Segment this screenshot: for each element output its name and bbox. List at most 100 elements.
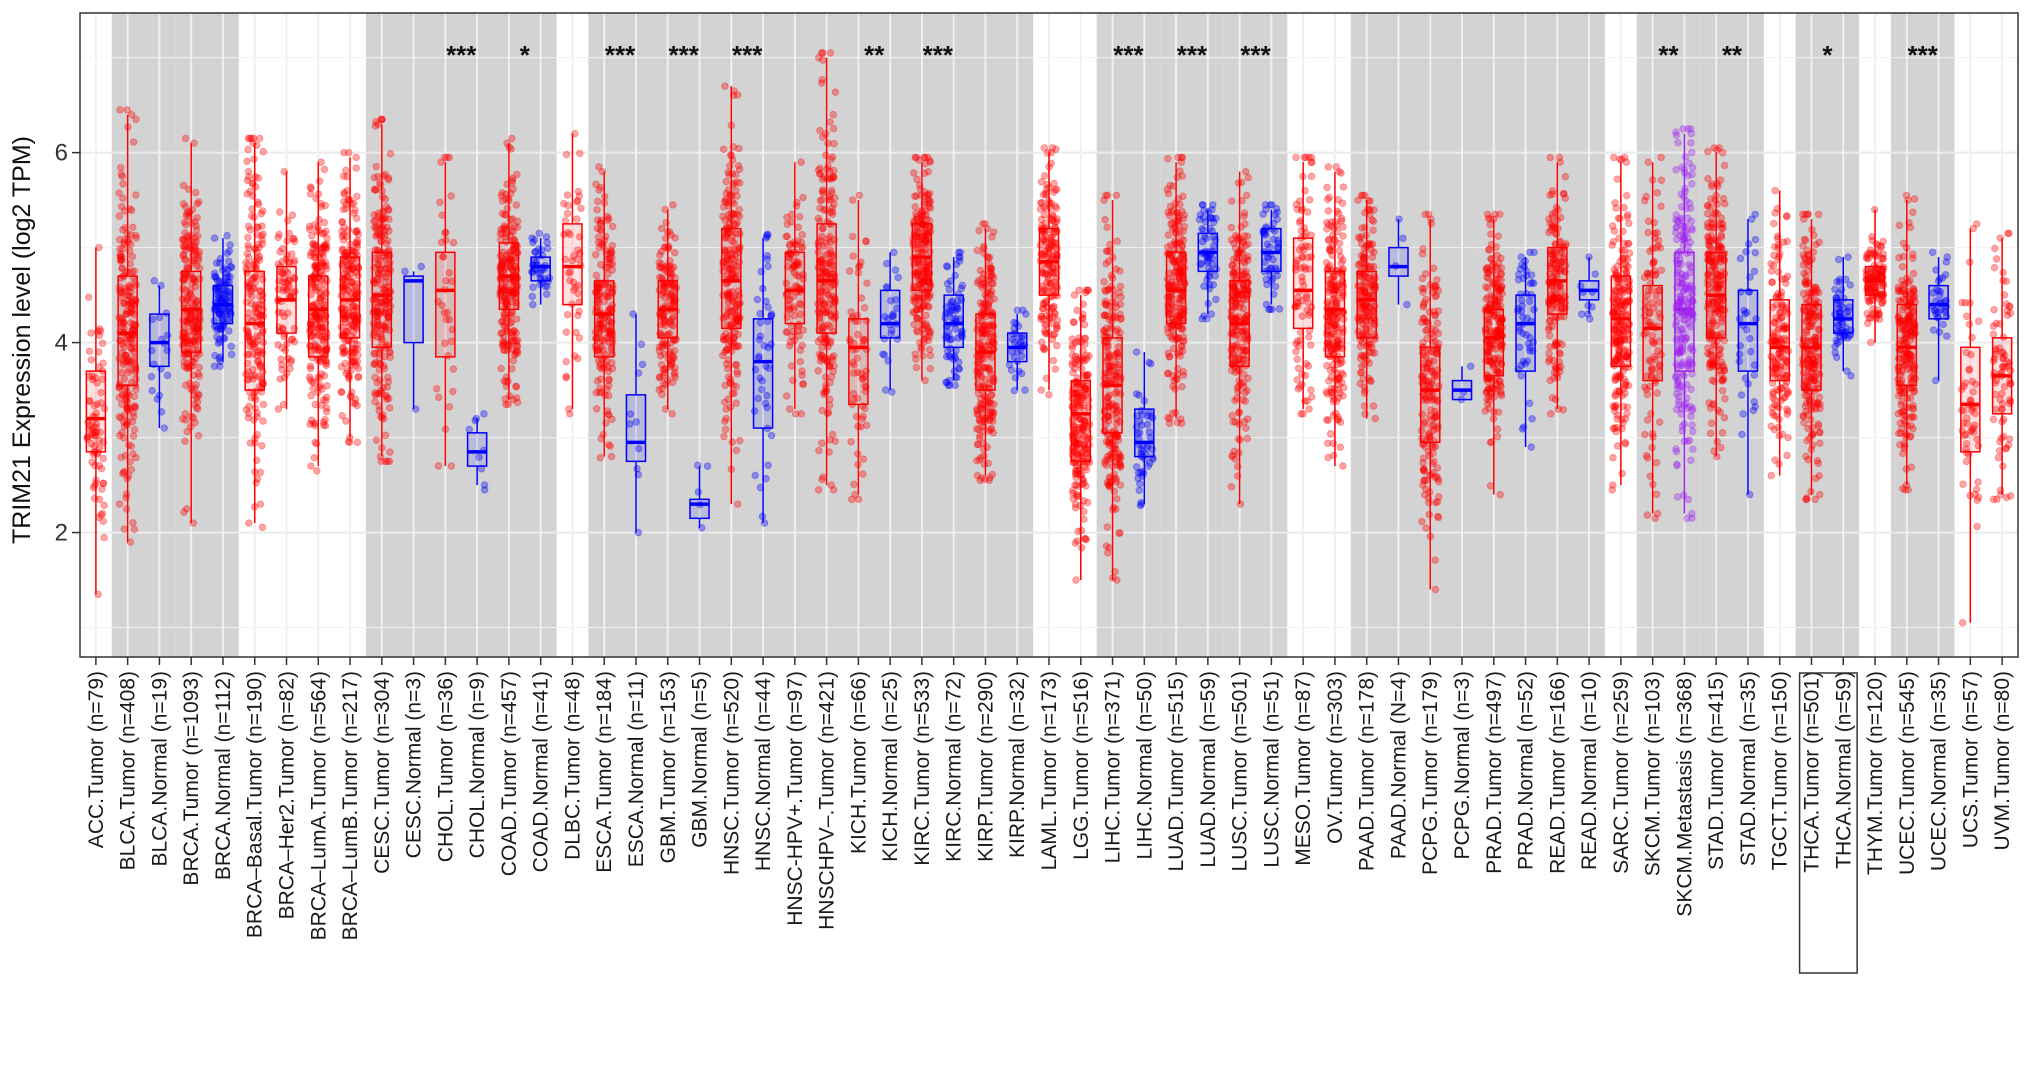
data-point — [288, 211, 297, 219]
data-point — [658, 340, 666, 348]
data-point — [378, 411, 387, 419]
data-point — [1040, 172, 1049, 180]
data-point — [1228, 452, 1236, 461]
data-point — [87, 439, 96, 448]
data-point — [1324, 453, 1332, 462]
shaded-band — [969, 13, 1034, 657]
data-point — [798, 231, 807, 239]
data-point — [1039, 190, 1048, 199]
data-point — [1240, 212, 1248, 221]
data-point — [181, 228, 189, 237]
data-point — [385, 404, 394, 412]
data-point — [829, 110, 838, 119]
data-point — [1275, 305, 1284, 313]
data-point — [859, 470, 867, 478]
data-point — [377, 457, 386, 466]
data-point — [213, 326, 221, 334]
data-point — [122, 351, 131, 360]
data-point — [817, 439, 826, 448]
data-point — [183, 427, 191, 436]
data-point — [124, 300, 132, 309]
data-point — [222, 310, 230, 318]
data-point — [121, 223, 129, 232]
data-point — [127, 344, 136, 353]
data-point — [596, 453, 605, 462]
data-point — [124, 368, 133, 377]
data-point — [1136, 501, 1145, 510]
data-point — [1048, 216, 1057, 225]
shaded-band — [1795, 13, 1860, 657]
data-point — [131, 403, 139, 412]
data-point — [1259, 210, 1267, 218]
data-point — [160, 424, 169, 432]
data-point — [529, 300, 537, 309]
data-point — [184, 233, 193, 242]
data-point — [224, 287, 232, 296]
data-point — [250, 416, 258, 424]
data-point — [782, 392, 791, 400]
data-point — [190, 327, 199, 336]
data-point — [194, 256, 203, 265]
data-point — [115, 189, 123, 197]
data-point — [943, 347, 952, 355]
data-point — [925, 203, 933, 211]
data-point — [719, 145, 728, 154]
data-point — [95, 325, 104, 333]
data-point — [1080, 320, 1089, 329]
data-point — [352, 164, 361, 172]
data-point — [563, 209, 572, 218]
data-point — [563, 191, 572, 199]
data-point — [98, 339, 107, 348]
data-point — [243, 190, 252, 198]
data-point — [1305, 405, 1313, 413]
data-point — [1104, 455, 1112, 464]
data-point — [670, 248, 679, 257]
data-point — [814, 337, 823, 346]
data-point — [1107, 322, 1115, 331]
data-point — [799, 380, 807, 388]
data-point — [1167, 208, 1176, 216]
data-point — [244, 253, 253, 262]
data-point — [507, 134, 516, 143]
data-point — [863, 279, 871, 287]
data-point — [148, 386, 156, 395]
data-point — [220, 289, 229, 298]
data-point — [559, 199, 568, 208]
data-point — [120, 374, 129, 383]
data-point — [1303, 397, 1312, 405]
data-point — [728, 389, 737, 398]
data-point — [1170, 240, 1179, 248]
data-point — [1164, 231, 1173, 239]
data-point — [1021, 386, 1029, 394]
data-point — [123, 338, 132, 346]
data-point — [258, 523, 267, 532]
data-point — [212, 274, 221, 283]
data-point — [603, 212, 612, 221]
data-point — [384, 205, 393, 214]
data-point — [352, 153, 361, 162]
data-point — [504, 400, 512, 409]
data-point — [195, 363, 204, 372]
data-point — [763, 252, 772, 260]
data-point — [193, 232, 202, 240]
data-point — [767, 310, 776, 318]
data-point — [126, 293, 134, 301]
data-point — [1077, 526, 1086, 535]
data-point — [371, 397, 379, 406]
data-point — [592, 404, 601, 413]
data-point — [215, 310, 223, 318]
data-point — [192, 188, 200, 197]
data-point — [783, 213, 791, 222]
data-point — [593, 216, 602, 224]
data-point — [242, 258, 250, 267]
data-point — [1103, 191, 1112, 200]
data-point — [723, 364, 732, 373]
data-point — [245, 409, 253, 418]
data-point — [122, 310, 130, 319]
data-point — [125, 308, 134, 317]
data-point — [764, 262, 772, 271]
data-point — [121, 235, 129, 244]
data-point — [913, 326, 921, 335]
data-point — [219, 286, 227, 295]
data-point — [227, 263, 236, 272]
